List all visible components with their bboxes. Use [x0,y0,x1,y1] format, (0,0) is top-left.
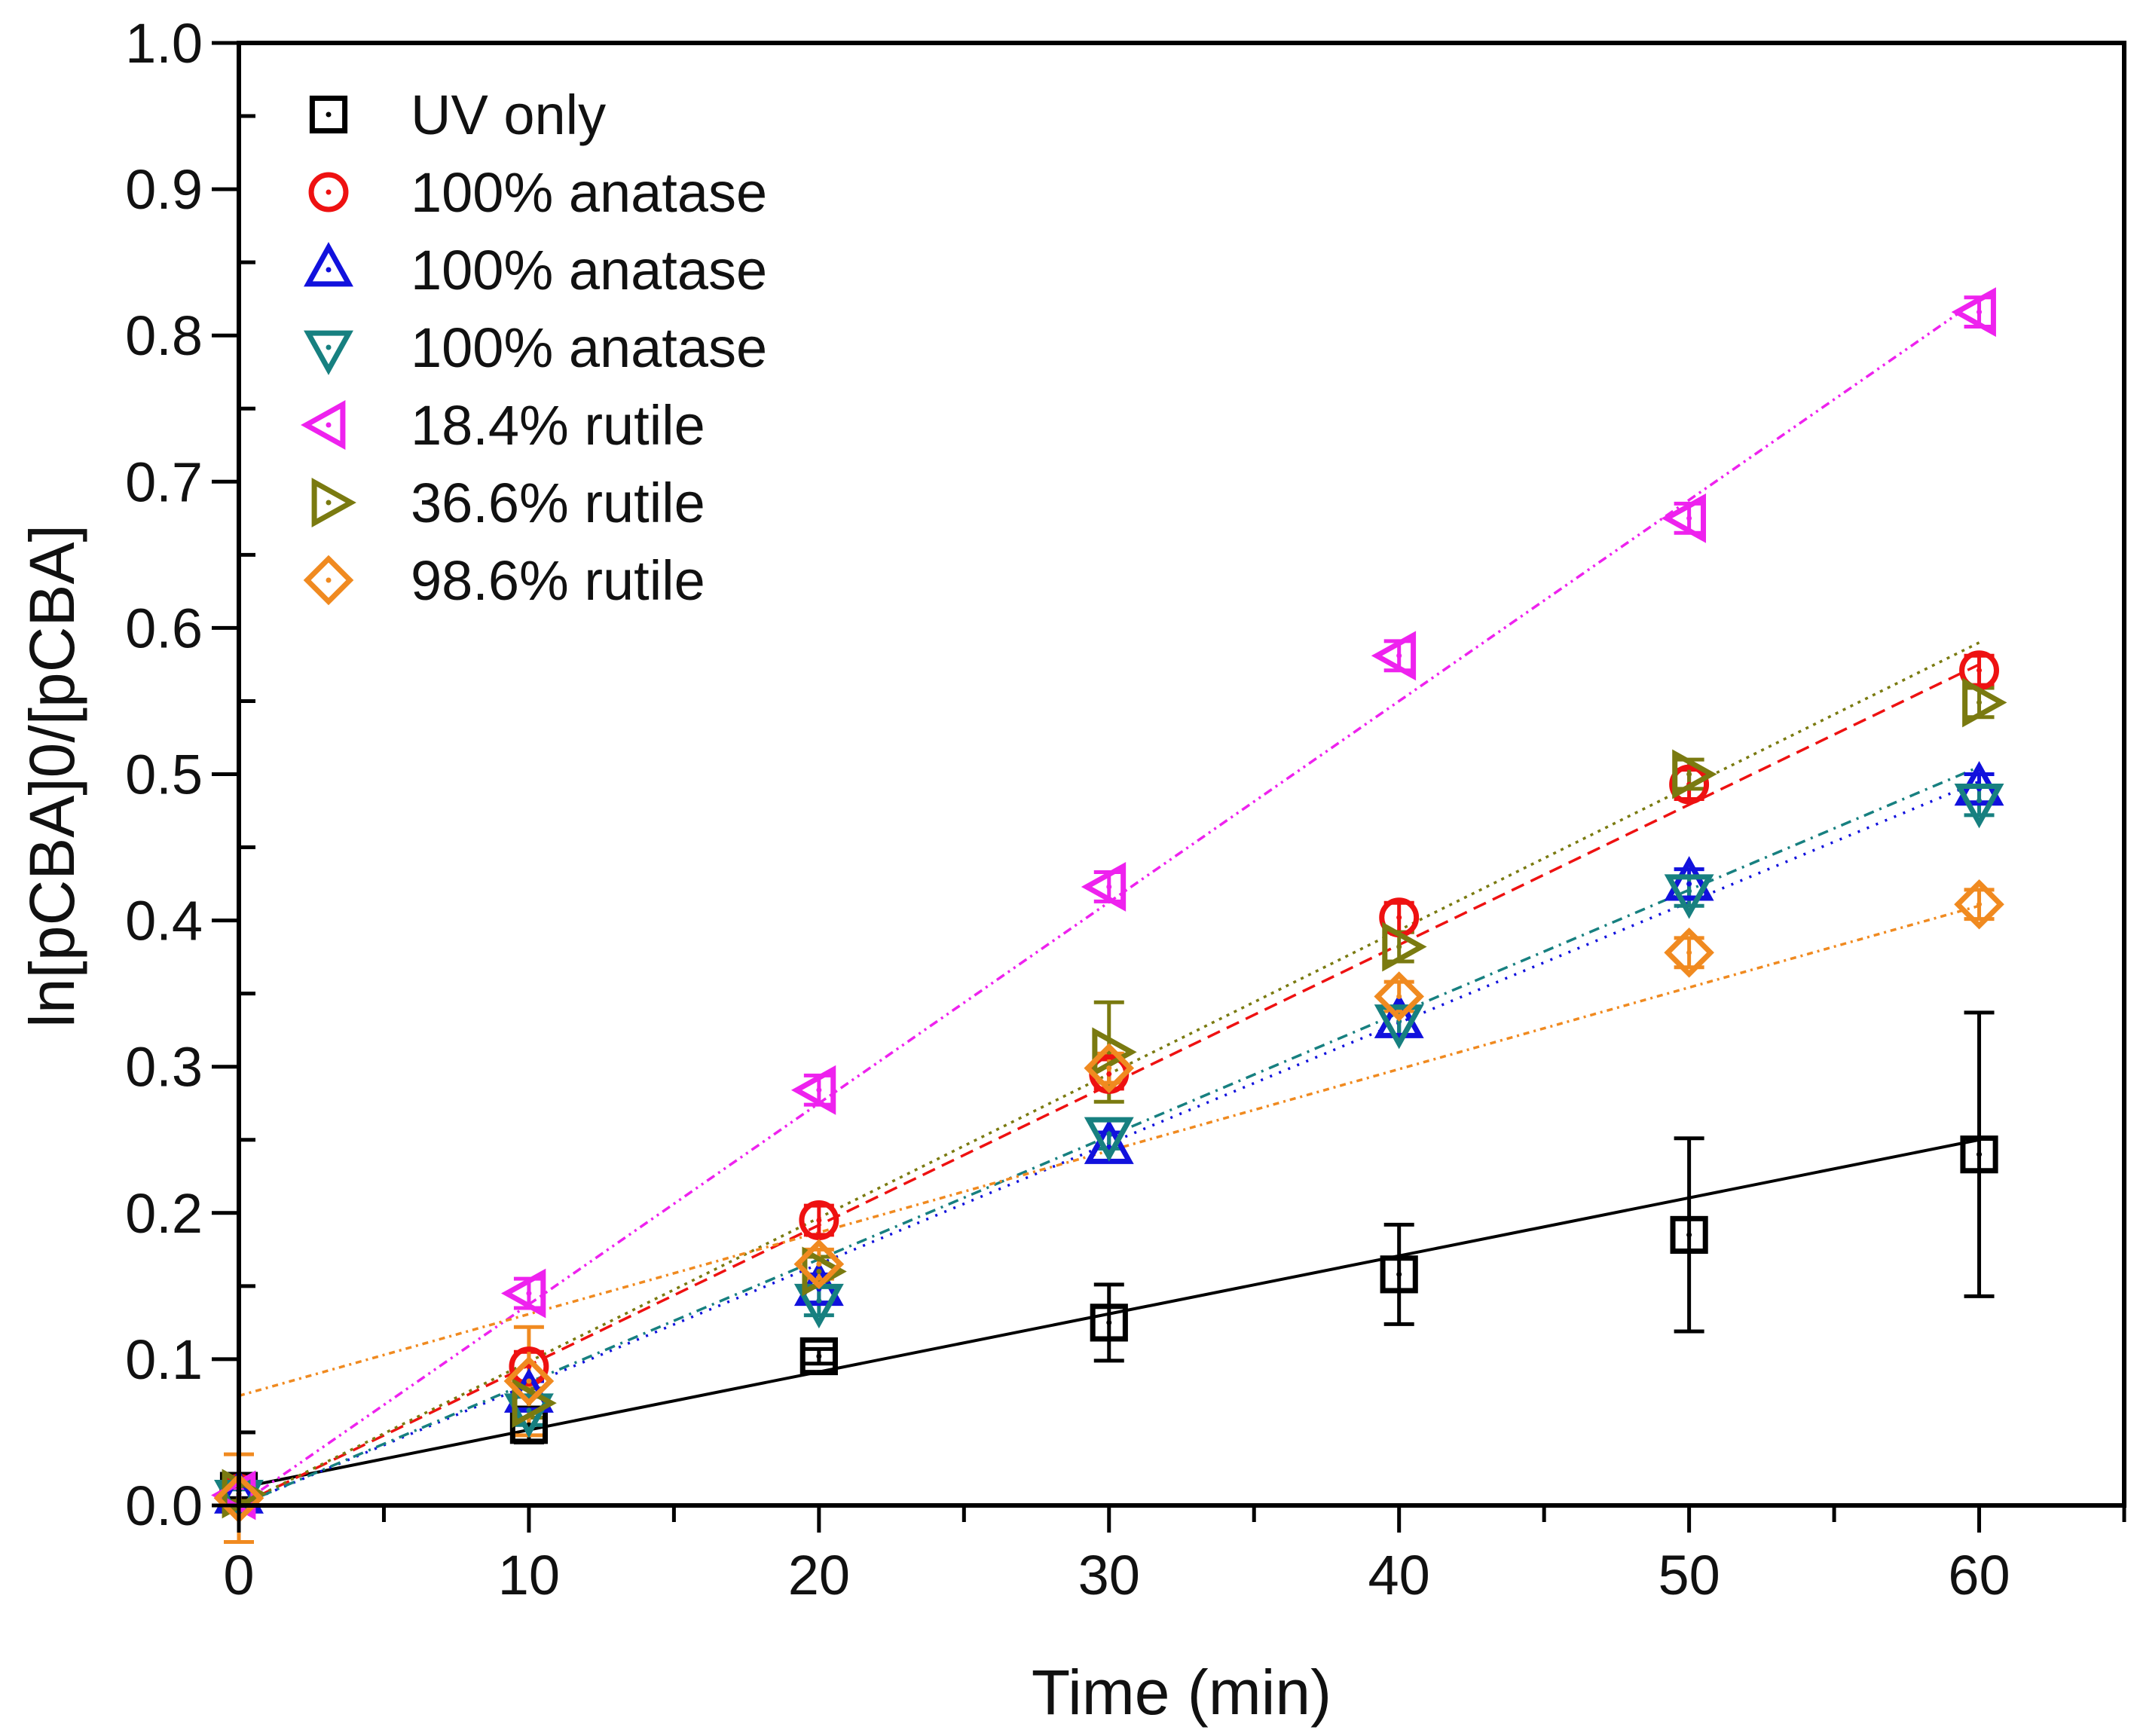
legend-label: 100% anatase [411,161,767,224]
x-tick-label: 20 [788,1544,850,1606]
data-point [503,1393,554,1438]
data-markers [211,287,2007,1525]
legend-item: UV only [309,84,606,146]
x-tick-label: 0 [223,1544,254,1606]
data-point [503,1355,555,1407]
legend-marker [304,330,353,375]
data-point [1664,856,1714,901]
y-tick-label: 0.6 [125,597,203,659]
legend-marker [309,95,348,134]
legend-label: UV only [411,84,606,146]
legend-label: 100% anatase [411,239,767,301]
data-point [1382,921,1427,972]
data-point [1954,879,2004,930]
legend-marker [303,555,354,606]
data-point [1661,493,1707,543]
x-tick-label: 60 [1948,1544,2010,1606]
legend-marker [311,478,356,527]
legend-label: 100% anatase [411,316,767,379]
data-point [1951,287,1996,338]
y-axis-ticks: 0.0 0.1 0.2 0.3 0.4 0.5 0.6 0.7 0.8 0.9 1.0 [125,12,255,1537]
x-tick-label: 50 [1658,1544,1720,1606]
legend-item: 18.4% rutile [301,394,705,457]
y-tick-label: 0.8 [125,304,203,367]
data-point [1380,1255,1418,1294]
data-point [509,1346,549,1387]
y-axis-title: ln[pCBA]0/[pCBA] [17,524,87,1028]
legend-item: 100% anatase [304,316,767,379]
data-point [1084,1043,1135,1093]
y-tick-label: 0.4 [125,890,203,952]
data-point [793,1239,845,1290]
y-tick-label: 1.0 [125,12,203,75]
legend-item: 100% anatase [308,161,767,224]
data-point [1664,928,1714,978]
legend-marker [301,400,346,450]
y-tick-label: 0.5 [125,744,203,806]
y-tick-label: 0.7 [125,451,203,513]
data-point [1084,1117,1134,1162]
x-axis-ticks: 0 10 20 30 40 50 60 [223,1505,2126,1606]
x-tick-label: 40 [1368,1544,1430,1606]
y-tick-label: 0.0 [125,1475,203,1537]
data-point [1090,1304,1128,1342]
legend-item: 36.6% rutile [311,472,705,534]
x-axis-title: Time (min) [1032,1657,1331,1728]
data-point [1374,971,1424,1022]
y-tick-label: 0.3 [125,1036,203,1099]
data-point [1670,1215,1708,1255]
data-point [790,1065,836,1115]
legend-marker [304,242,353,287]
x-tick-label: 10 [498,1544,560,1606]
x-tick-label: 30 [1078,1544,1140,1606]
y-tick-label: 0.1 [125,1328,203,1391]
data-point [1954,784,2004,829]
data-point [1081,862,1127,912]
legend-label: 98.6% rutile [411,549,705,612]
legend-label: 36.6% rutile [411,472,705,534]
legend-item: 100% anatase [304,239,767,301]
data-point [1960,1135,1998,1174]
data-point [1371,631,1417,681]
legend-label: 18.4% rutile [411,394,705,457]
data-point [1664,874,1714,919]
data-point [1962,677,2007,728]
y-tick-label: 0.9 [125,158,203,221]
legend-item: 98.6% rutile [303,549,705,612]
legend-marker [308,172,349,212]
data-point [1672,749,1717,799]
data-point [799,1200,839,1240]
y-tick-label: 0.2 [125,1182,203,1245]
data-point [799,1337,838,1376]
legend: UV only 100% anatase 100% anatase 100% anat… [301,84,767,612]
data-point [501,1268,546,1319]
